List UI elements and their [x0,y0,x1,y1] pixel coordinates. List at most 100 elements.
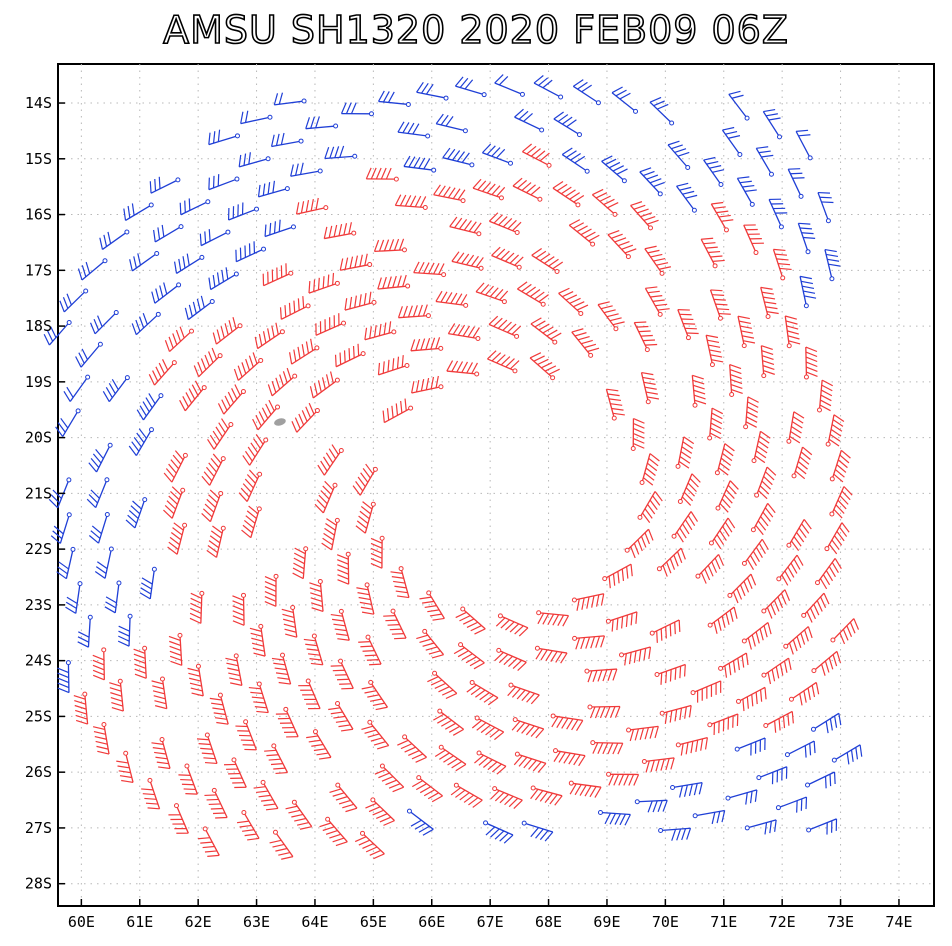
wind-barb [784,315,801,349]
wind-barb [94,546,114,579]
wind-barb [590,740,624,755]
wind-barb [658,827,692,841]
wind-barb [659,704,692,724]
wind-barb [271,652,292,685]
wind-barb [403,155,437,173]
wind-barb [330,658,354,690]
wind-barb [269,829,294,860]
wind-barb [65,581,83,614]
wind-barb [816,379,834,413]
lon-tick-label: 73E [827,913,854,931]
lon-tick-label: 67E [477,913,504,931]
wind-barb [378,90,411,107]
wind-barb [279,296,311,320]
wind-barb [285,799,313,830]
wind-barb [714,443,735,476]
lon-tick-label: 64E [301,913,328,931]
wind-barb [56,546,76,580]
wind-barb [248,681,269,714]
wind-barb [164,326,195,353]
wind-barb [619,646,652,666]
wind-barb [323,222,357,240]
wind-barb [454,76,487,98]
wind-barb [136,393,164,421]
wind-barb [677,473,701,506]
wind-barb [317,444,344,476]
lat-tick-label: 15S [25,150,52,168]
wind-barb [772,248,792,281]
lon-tick-label: 68E [535,913,562,931]
wind-barb [116,750,134,783]
wind-barb [151,282,182,304]
wind-barb [43,319,72,346]
lon-tick-label: 70E [652,913,679,931]
wind-barb [786,519,812,551]
wind-barb [474,750,507,775]
lon-tick-label: 63E [243,913,270,931]
wind-barbs [43,74,863,860]
wind-barb [435,113,468,134]
wind-barb [361,679,389,711]
wind-barb [825,414,845,447]
wind-barb [481,143,514,166]
wind-barb [241,505,262,539]
wind-barb [209,692,229,725]
wind-barb [298,678,321,710]
wind-barb [354,830,385,860]
wind-barb [153,224,184,243]
wind-barb [634,799,668,813]
wind-barb [292,546,309,580]
wind-barb [236,810,260,841]
wind-barb [806,818,838,835]
wind-barb [743,224,764,256]
wind-barb [89,310,119,335]
wind-barb [319,816,348,847]
wind-barb [675,736,708,756]
wind-barb [633,321,658,353]
wind-barb [741,622,772,650]
wind-barb [803,346,818,380]
wind-barb [529,352,560,381]
wind-barb [125,497,148,529]
wind-barb [533,75,564,100]
lat-tick-label: 14S [25,94,52,112]
lat-tick-label: 21S [25,484,52,502]
wind-barb [141,777,161,810]
wind-barb [77,614,93,648]
wind-barb [471,715,505,741]
wind-barb [59,288,89,313]
wind-barb [275,706,299,738]
wind-barb [710,201,734,233]
wind-barb [303,633,324,666]
wind-barb [434,744,467,772]
wind-barb [521,820,554,842]
wind-barb [453,642,485,670]
wind-barb [597,810,631,826]
wind-barb [735,686,767,712]
wind-barb [435,290,469,308]
wind-barb [306,729,332,760]
wind-barb [708,517,736,550]
wind-barb [676,182,698,213]
wind-barb [494,74,525,97]
lat-tick-label: 22S [25,540,52,558]
wind-barb [397,734,428,763]
wind-barb [273,92,307,106]
wind-barb [534,645,568,664]
lon-tick-label: 66E [418,913,445,931]
wind-barb [361,719,390,750]
wind-barb [776,554,804,586]
wind-barb [131,311,161,336]
wind-barb [788,681,820,706]
wind-barb [558,287,589,316]
wind-barb [344,291,377,311]
wind-barb [314,480,338,514]
wind-barb [831,744,863,765]
wind-barb [829,449,851,483]
wind-barb [419,590,445,621]
wind-barb [212,317,243,345]
wind-barb [552,181,585,208]
wind-barb [242,434,269,466]
lat-tick-label: 27S [25,819,52,837]
